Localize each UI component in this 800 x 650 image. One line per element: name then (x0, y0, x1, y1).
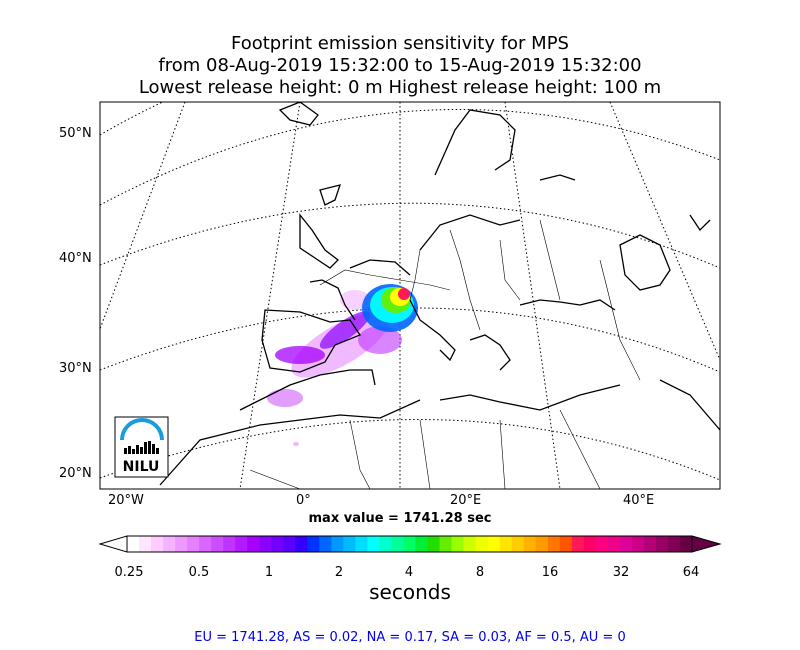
region-summary: EU = 1741.28, AS = 0.02, NA = 0.17, SA =… (194, 630, 626, 645)
lon-label-20w: 20°W (108, 493, 144, 508)
max-value-label: max value = 1741.28 sec (308, 511, 492, 526)
map-title-line-3: Lowest release height: 0 m Highest relea… (138, 77, 662, 98)
lat-label-40n: 40°N (59, 251, 92, 266)
lon-label-40e: 40°E (623, 493, 655, 508)
colorbar-tick-6: 16 (541, 565, 559, 580)
colorbar-tick-8: 64 (682, 565, 700, 580)
country-borders (249, 219, 641, 489)
nilu-logo-text: NILU (123, 459, 160, 475)
colorbar-tick-1: 0.5 (188, 565, 210, 580)
colorbar-tick-5: 8 (475, 565, 485, 580)
coastlines (159, 102, 720, 486)
map-title-line-1: Footprint emission sensitivity for MPS (231, 33, 569, 54)
map-title-line-2: from 08-Aug-2019 15:32:00 to 15-Aug-2019… (158, 55, 642, 76)
lat-label-20n: 20°N (59, 466, 92, 481)
colorbar-tick-7: 32 (612, 565, 630, 580)
lon-label-0: 0° (296, 493, 311, 508)
colorbar-tick-2: 1 (264, 565, 274, 580)
lat-label-50n: 50°N (59, 126, 92, 141)
colorbar-tick-0: 0.25 (114, 565, 144, 580)
colorbar-tick-3: 2 (334, 565, 344, 580)
lat-label-30n: 30°N (59, 361, 92, 376)
nilu-logo: NILU (114, 416, 169, 478)
lon-label-20e: 20°E (450, 493, 482, 508)
colorbar-tick-4: 4 (404, 565, 414, 580)
emission-footprint (267, 284, 418, 446)
colorbar-unit-label: seconds (369, 580, 451, 604)
map-border (99, 101, 721, 490)
